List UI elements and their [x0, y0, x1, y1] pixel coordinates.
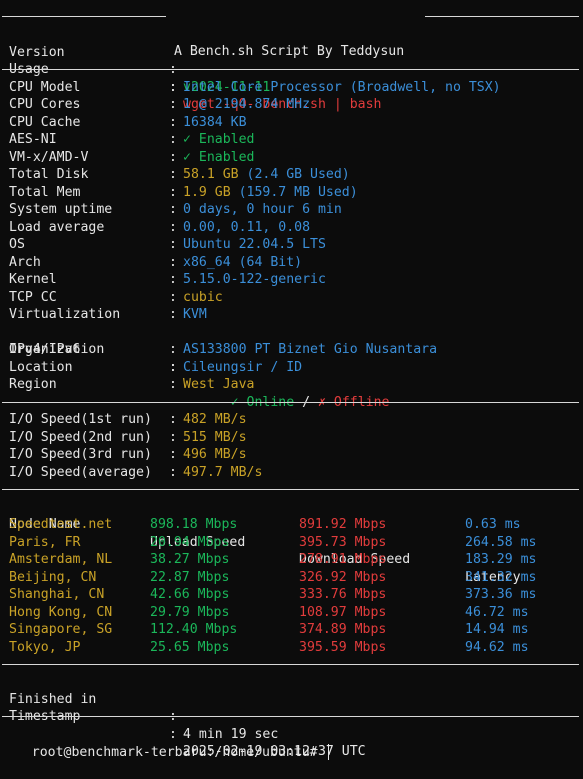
- text-cursor: [327, 743, 329, 760]
- row-label: CPU Cache: [9, 114, 81, 130]
- row-value: AS133800 PT Biznet Gio Nusantara: [183, 342, 438, 357]
- separator: [0, 61, 583, 79]
- upload-speed: 112.40 Mbps: [150, 622, 238, 637]
- row-label: System uptime: [9, 202, 113, 217]
- upload-speed: 25.65 Mbps: [150, 639, 230, 655]
- upload-speed: 20.94 Mbps: [150, 534, 230, 550]
- io-value: 497.7 MB/s: [183, 464, 263, 480]
- separator: [0, 481, 583, 499]
- shell-prompt[interactable]: root@benchmark-terbaru:/home/ubuntu#: [0, 726, 329, 760]
- io-label: I/O Speed(3rd run): [9, 447, 152, 462]
- node-name: Beijing, CN: [9, 569, 97, 585]
- script-title: A Bench.sh Script By Teddysun: [166, 44, 413, 59]
- upload-speed: 29.79 Mbps: [150, 604, 230, 620]
- upload-speed: 898.18 Mbps: [150, 517, 238, 532]
- row-value: ✓ Enabled: [183, 132, 255, 147]
- row-value: x86_64 (64 Bit): [183, 254, 303, 270]
- io-value: 482 MB/s: [183, 412, 247, 427]
- latency: 183.29 ms: [465, 552, 537, 567]
- node-name: Tokyo, JP: [9, 639, 81, 655]
- io-value: 515 MB/s: [183, 429, 247, 445]
- usage-row: Usage : wget -qO- bench.sh | bash: [9, 62, 382, 112]
- upload-speed: 22.87 Mbps: [150, 569, 230, 585]
- row-value: KVM: [183, 307, 207, 322]
- row-label: Virtualization: [9, 307, 121, 322]
- upload-speed: 38.27 Mbps: [150, 552, 230, 567]
- row-value: Ubuntu 22.04.5 LTS: [183, 237, 326, 252]
- finished-row: Finished in : 4 min 19 sec: [9, 691, 279, 742]
- timestamp-row: Timestamp : 2025-02-19 03:12:37 UTC: [9, 709, 366, 759]
- node-name: Paris, FR: [9, 534, 81, 550]
- download-speed: 108.97 Mbps: [299, 604, 387, 620]
- version-row: Version : v2024-11-11: [9, 44, 271, 95]
- row-value: ✓ Enabled: [183, 149, 255, 165]
- download-speed: 395.59 Mbps: [299, 639, 387, 655]
- row-label: Location: [9, 359, 73, 375]
- row-label: Total Mem: [9, 184, 81, 200]
- io-label: I/O Speed(average): [9, 464, 152, 480]
- usage-value: wget -qO- bench.sh | bash: [183, 97, 382, 112]
- row-label: Kernel: [9, 272, 57, 287]
- node-name: Amsterdam, NL: [9, 552, 113, 567]
- download-speed: 326.92 Mbps: [299, 569, 387, 585]
- node-name: Hong Kong, CN: [9, 604, 113, 620]
- node-name: Singapore, SG: [9, 622, 113, 637]
- download-speed: 333.76 Mbps: [299, 587, 387, 602]
- row-value: 5.15.0-122-generic: [183, 272, 326, 287]
- row-value: Intel Core Processor (Broadwell, no TSX): [183, 79, 501, 95]
- row-value: Cileungsir / ID: [183, 359, 303, 375]
- latency: 14.94 ms: [465, 622, 529, 637]
- download-speed: 891.92 Mbps: [299, 517, 387, 532]
- row-value: 0.00, 0.11, 0.08: [183, 219, 311, 235]
- row-value: 58.1 GB (2.4 GB Used): [183, 167, 350, 182]
- io-value: 496 MB/s: [183, 447, 247, 462]
- download-speed: 395.73 Mbps: [299, 534, 387, 550]
- upload-speed: 42.66 Mbps: [150, 587, 230, 602]
- row-value: 0 days, 0 hour 6 min: [183, 202, 342, 217]
- speed-table-header: Node Name Upload Speed Download Speed La…: [9, 517, 521, 585]
- io-label: I/O Speed(1st run): [9, 412, 152, 427]
- row-label: OS: [9, 237, 25, 252]
- latency: 94.62 ms: [465, 639, 529, 655]
- node-name: Speedtest.net: [9, 517, 113, 532]
- row-label: TCP CC: [9, 289, 57, 305]
- row-label: VM-x/AMD-V: [9, 149, 89, 165]
- latency: 0.63 ms: [465, 517, 521, 532]
- download-speed: 278.91 Mbps: [299, 552, 387, 567]
- io-label: I/O Speed(2nd run): [9, 429, 152, 445]
- row-value: 16384 KB: [183, 114, 247, 130]
- row-value: 1 @ 2194.874 MHz: [183, 97, 311, 112]
- row-label: Load average: [9, 219, 105, 235]
- row-label: AES-NI: [9, 132, 57, 147]
- latency: 264.58 ms: [465, 534, 537, 550]
- separator: [0, 708, 583, 726]
- row-label: CPU Model: [9, 79, 81, 95]
- latency: 341.32 ms: [465, 569, 537, 585]
- row-value: West Java: [183, 377, 255, 392]
- download-speed: 374.89 Mbps: [299, 622, 387, 637]
- row-label: Total Disk: [9, 167, 89, 182]
- ipv-row: IPv4/IPv6 : ✓ Online / ✗ Offline: [9, 342, 390, 410]
- row-label: Organization: [9, 342, 105, 357]
- row-label: Region: [9, 377, 57, 392]
- title-separator: A Bench.sh Script By Teddysun: [0, 8, 583, 59]
- row-value: 1.9 GB (159.7 MB Used): [183, 184, 358, 200]
- separator: [0, 394, 583, 412]
- row-value: cubic: [183, 289, 223, 305]
- latency: 46.72 ms: [465, 604, 529, 620]
- separator: [0, 656, 583, 674]
- version-value: v2024-11-11: [183, 79, 271, 95]
- latency: 373.36 ms: [465, 587, 537, 602]
- node-name: Shanghai, CN: [9, 587, 105, 602]
- row-label: Arch: [9, 254, 41, 270]
- row-label: CPU Cores: [9, 97, 81, 112]
